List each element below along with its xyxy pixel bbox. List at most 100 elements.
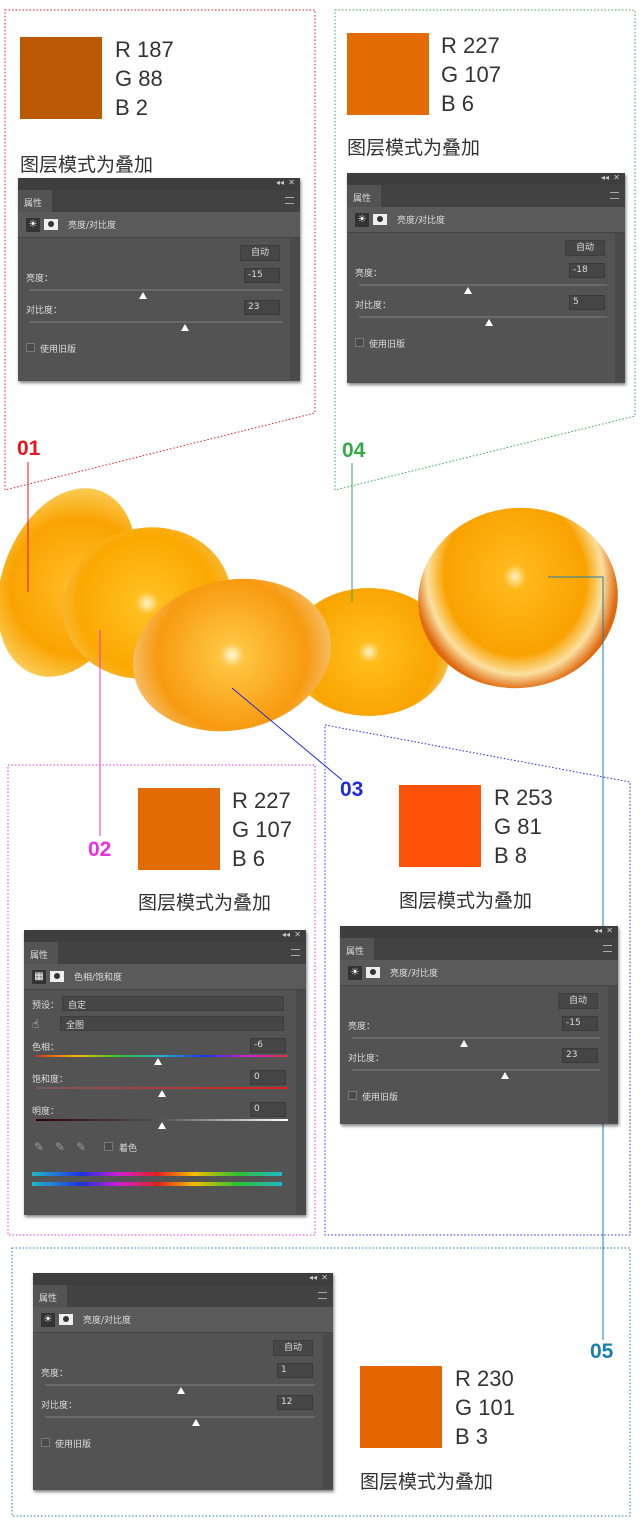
brightness-slider-thumb[interactable]: [464, 287, 473, 294]
brightness-input[interactable]: -18: [569, 263, 605, 278]
contrast-input[interactable]: 12: [277, 1395, 313, 1410]
contrast-slider-track[interactable]: [45, 1416, 315, 1418]
auto-button[interactable]: 自动: [273, 1340, 313, 1356]
scrollbar[interactable]: [615, 233, 625, 382]
eyedropper-icon[interactable]: ✎: [34, 1140, 45, 1154]
layer-mask-icon[interactable]: [59, 1314, 73, 1325]
blend-mode-caption: 图层模式为叠加: [360, 1471, 494, 1493]
hue-saturation-icon[interactable]: ▦: [32, 969, 46, 984]
close-icon[interactable]: ✕: [288, 178, 295, 187]
legacy-checkbox[interactable]: [348, 1091, 357, 1100]
collapse-icon[interactable]: ◂◂: [593, 926, 602, 935]
contrast-slider-thumb[interactable]: [485, 319, 494, 326]
layer-mask-icon[interactable]: [44, 219, 58, 230]
panel-menu-icon[interactable]: [318, 1292, 327, 1299]
sun-brightness-icon[interactable]: ☀: [355, 212, 369, 227]
contrast-slider-thumb[interactable]: [192, 1419, 201, 1426]
layer-mask-icon[interactable]: [373, 214, 387, 225]
panel-titlebar: ◂◂ ✕: [340, 926, 618, 938]
collapse-icon[interactable]: ◂◂: [275, 178, 284, 187]
blend-mode-caption: 图层模式为叠加: [138, 892, 272, 914]
contrast-input[interactable]: 23: [244, 300, 280, 315]
hue-slider-track[interactable]: [36, 1055, 288, 1057]
auto-button[interactable]: 自动: [558, 993, 598, 1009]
brightness-input[interactable]: 1: [277, 1363, 313, 1378]
legacy-checkbox[interactable]: [26, 343, 35, 352]
contrast-slider-track[interactable]: [30, 321, 282, 323]
sat-input[interactable]: 0: [250, 1070, 286, 1085]
sat-slider-track[interactable]: [36, 1087, 288, 1089]
scrollbar[interactable]: [296, 990, 306, 1214]
rgb-value-b: B 6: [232, 846, 266, 871]
rgb-value-r: R 253: [494, 785, 553, 810]
panel-menu-icon[interactable]: [285, 197, 294, 204]
brightness-slider-track[interactable]: [359, 284, 607, 286]
light-slider-track[interactable]: [36, 1119, 288, 1121]
brightness-slider-track[interactable]: [30, 289, 282, 291]
scrollbar[interactable]: [323, 1333, 333, 1489]
scrollbar[interactable]: [608, 986, 618, 1123]
rgb-value-r: R 227: [441, 33, 500, 58]
tab-properties[interactable]: 属性: [33, 1285, 67, 1307]
close-icon[interactable]: ✕: [294, 930, 301, 939]
contrast-slider-thumb[interactable]: [180, 324, 189, 331]
legacy-label: 使用旧版: [40, 345, 77, 355]
contrast-input[interactable]: 23: [562, 1048, 598, 1063]
contrast-slider-thumb[interactable]: [500, 1072, 509, 1079]
channel-select[interactable]: 全图: [60, 1016, 284, 1031]
hue-slider-thumb[interactable]: [153, 1058, 162, 1065]
brightness-input[interactable]: -15: [244, 268, 280, 283]
light-label: 明度：: [32, 1107, 60, 1117]
contrast-input[interactable]: 5: [569, 295, 605, 310]
color-bar-bottom: [32, 1182, 282, 1186]
brightness-slider-thumb[interactable]: [139, 292, 148, 299]
layer-mask-icon[interactable]: [366, 967, 380, 978]
contrast-slider-track[interactable]: [352, 1069, 600, 1071]
collapse-icon[interactable]: ◂◂: [600, 173, 609, 182]
sun-brightness-icon[interactable]: ☀: [348, 965, 362, 980]
panel-titlebar: ◂◂ ✕: [24, 930, 306, 942]
colorize-checkbox[interactable]: [104, 1142, 113, 1151]
blend-mode-caption: 图层模式为叠加: [399, 890, 533, 912]
hand-target-icon[interactable]: ☝: [32, 1017, 40, 1031]
hue-input[interactable]: -6: [250, 1038, 286, 1053]
tab-properties[interactable]: 属性: [24, 942, 58, 964]
contrast-label: 对比度：: [41, 1401, 78, 1411]
light-slider-thumb[interactable]: [158, 1122, 166, 1129]
brightness-slider-track[interactable]: [352, 1037, 600, 1039]
brightness-slider-thumb[interactable]: [176, 1387, 185, 1394]
tab-properties[interactable]: 属性: [340, 938, 374, 960]
preset-label: 预设：: [32, 1001, 60, 1011]
sun-brightness-icon[interactable]: ☀: [41, 1312, 55, 1327]
brightness-input[interactable]: -15: [562, 1016, 598, 1031]
eyedropper-add-icon[interactable]: ✎: [55, 1140, 66, 1154]
sun-brightness-icon[interactable]: ☀: [26, 217, 40, 232]
brightness-slider-thumb[interactable]: [459, 1040, 468, 1047]
close-icon[interactable]: ✕: [606, 926, 613, 935]
panel-menu-icon[interactable]: [291, 949, 300, 956]
brightness-slider-track[interactable]: [45, 1384, 315, 1386]
preset-select[interactable]: 自定: [62, 996, 284, 1011]
adjustment-title: 亮度/对比度: [83, 1316, 132, 1326]
collapse-icon[interactable]: ◂◂: [281, 930, 290, 939]
panel-menu-icon[interactable]: [610, 192, 619, 199]
auto-button[interactable]: 自动: [565, 240, 605, 256]
tab-properties[interactable]: 属性: [18, 190, 52, 212]
rgb-value-b: B 2: [115, 95, 149, 120]
panel-menu-icon[interactable]: [603, 945, 612, 952]
brightness-label: 亮度：: [41, 1369, 69, 1379]
close-icon[interactable]: ✕: [613, 173, 620, 182]
legacy-checkbox[interactable]: [41, 1438, 50, 1447]
light-input[interactable]: 0: [250, 1102, 286, 1117]
layer-mask-icon[interactable]: [50, 971, 64, 982]
auto-button[interactable]: 自动: [240, 245, 280, 261]
panel-titlebar: ◂◂ ✕: [347, 173, 625, 185]
contrast-slider-track[interactable]: [359, 316, 607, 318]
legacy-checkbox[interactable]: [355, 338, 364, 347]
close-icon[interactable]: ✕: [321, 1273, 328, 1282]
collapse-icon[interactable]: ◂◂: [308, 1273, 317, 1282]
scrollbar[interactable]: [290, 238, 300, 380]
sat-slider-thumb[interactable]: [158, 1090, 166, 1097]
eyedropper-subtract-icon[interactable]: ✎: [76, 1140, 87, 1154]
tab-properties[interactable]: 属性: [347, 185, 381, 207]
